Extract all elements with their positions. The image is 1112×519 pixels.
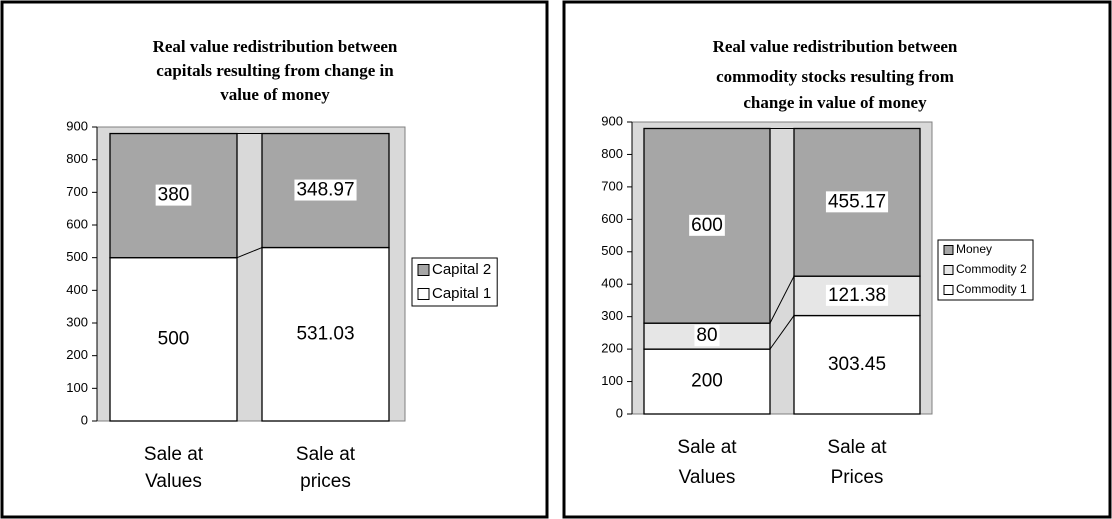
- value-label: 80: [696, 325, 717, 346]
- y-tick-label: 800: [601, 146, 623, 161]
- legend-label: Capital 1: [432, 285, 491, 302]
- series-line: [236, 247, 263, 259]
- y-tick-label: 400: [601, 276, 623, 291]
- value-label: 380: [158, 185, 190, 206]
- value-label: 600: [691, 215, 723, 236]
- series-line: [769, 315, 795, 350]
- value-label: 500: [158, 328, 190, 349]
- y-tick-label: 200: [66, 347, 88, 362]
- x-tick-label: Values: [145, 471, 202, 492]
- chart-title: value of money: [220, 85, 330, 104]
- x-tick-label: Sale at: [827, 437, 887, 458]
- value-label: 348.97: [296, 180, 354, 201]
- chart-title: change in value of money: [743, 93, 927, 112]
- value-label-box: [155, 328, 192, 350]
- chart-title: capitals resulting from change in: [156, 61, 394, 80]
- series-line: [769, 275, 795, 324]
- x-tick-label: Values: [679, 467, 736, 488]
- y-tick-label: 500: [66, 249, 88, 264]
- value-label-box: [689, 214, 725, 236]
- legend-label: Capital 2: [432, 261, 491, 278]
- y-tick-label: 200: [601, 341, 623, 356]
- value-label-box: [825, 353, 889, 375]
- x-tick-label: prices: [300, 471, 351, 492]
- value-label: 455.17: [828, 191, 886, 212]
- x-tick-label: Sale at: [677, 437, 737, 458]
- y-tick-label: 400: [66, 282, 88, 297]
- value-label: 200: [691, 371, 723, 392]
- legend-swatch: [417, 288, 430, 300]
- value-label: 121.38: [828, 285, 886, 306]
- y-tick-label: 500: [601, 243, 623, 258]
- value-label-box: [825, 284, 889, 306]
- x-tick-label: Sale at: [144, 444, 204, 465]
- legend-swatch: [943, 245, 954, 255]
- y-tick-label: 300: [601, 308, 623, 323]
- value-label-box: [294, 323, 357, 345]
- value-label: 303.45: [828, 354, 886, 375]
- chart-title: commodity stocks resulting from: [716, 67, 954, 86]
- value-label-box: [689, 370, 725, 392]
- y-tick-label: 600: [66, 216, 88, 231]
- y-tick-label: 300: [66, 314, 88, 329]
- chart-title: Real value redistribution between: [153, 37, 398, 56]
- legend-swatch: [417, 264, 430, 276]
- chart-title: Real value redistribution between: [713, 37, 958, 56]
- legend-swatch: [943, 285, 954, 295]
- legend-box: [411, 257, 498, 307]
- legend-swatch: [943, 265, 954, 275]
- x-tick-label: Sale at: [296, 444, 356, 465]
- y-tick-label: 100: [66, 380, 88, 395]
- y-tick-label: 700: [66, 184, 88, 199]
- y-tick-label: 900: [66, 118, 88, 133]
- value-label: 531.03: [296, 323, 354, 344]
- value-label-box: [825, 191, 889, 213]
- legend-label: Money: [956, 242, 992, 256]
- x-tick-label: Prices: [831, 467, 884, 488]
- value-label-box: [155, 184, 192, 206]
- legend-box: [937, 239, 1034, 301]
- value-label-box: [694, 325, 720, 347]
- legend-label: Commodity 2: [956, 262, 1027, 276]
- y-tick-label: 0: [616, 405, 623, 420]
- y-tick-label: 0: [81, 412, 88, 427]
- y-tick-label: 100: [601, 373, 623, 388]
- legend-label: Commodity 1: [956, 282, 1027, 296]
- value-label-box: [294, 179, 357, 201]
- bar-segment: [793, 314, 921, 415]
- y-tick-label: 700: [601, 178, 623, 193]
- y-tick-label: 600: [601, 211, 623, 226]
- y-tick-label: 800: [66, 151, 88, 166]
- y-tick-label: 900: [601, 113, 623, 128]
